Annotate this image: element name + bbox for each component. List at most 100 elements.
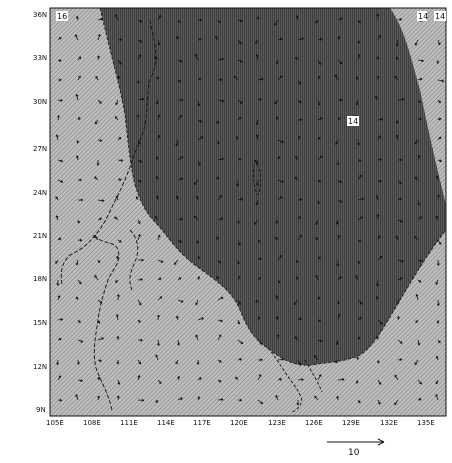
wind-vector-mark (55, 134, 59, 141)
wind-vector-mark (376, 279, 380, 287)
wind-vector-mark (57, 98, 63, 102)
wind-vector-mark (115, 279, 119, 283)
lat-tick-label: 27N (33, 145, 47, 153)
wind-vector-mark (357, 19, 362, 24)
wind-vector-mark (136, 114, 140, 121)
wind-vector-mark (256, 16, 260, 21)
wind-vector-mark (337, 276, 342, 281)
wind-vector-mark (295, 155, 299, 161)
wind-vector-mark (237, 197, 244, 201)
wind-vector-mark (97, 217, 103, 221)
wind-vector-mark (435, 279, 439, 285)
wind-vector-mark (137, 159, 143, 163)
wind-vector-mark (357, 216, 364, 221)
wind-vector-mark (277, 75, 283, 81)
wind-vector-mark (257, 277, 261, 281)
wind-vector-mark (97, 376, 101, 381)
wind-vector-mark (57, 159, 64, 163)
contour-labels: 16 14 14 14 (56, 11, 446, 126)
lon-tick-label: 108E (83, 419, 101, 427)
wind-vector-mark (77, 198, 84, 202)
wind-vector-mark (217, 99, 225, 103)
wind-vector-mark (97, 319, 101, 324)
wind-vector-mark (357, 53, 361, 61)
wind-vector-mark (76, 139, 80, 144)
wind-vector-mark (397, 277, 403, 281)
wind-vector-mark (236, 259, 240, 265)
wind-vector-mark (376, 213, 380, 221)
lon-tick-label: 129E (342, 419, 360, 427)
wind-vector-mark (397, 339, 403, 344)
wind-vector-mark (436, 59, 440, 65)
wind-vector-mark (437, 39, 441, 46)
wind-vector-mark (275, 116, 279, 121)
wind-vector-mark (255, 159, 259, 165)
wind-vector-mark (275, 294, 279, 301)
wind-vector-mark (197, 99, 201, 107)
wind-vector-mark (377, 158, 383, 162)
wind-vector-mark (237, 158, 242, 161)
wind-vector-mark (275, 394, 279, 401)
wind-vector-mark (414, 176, 419, 181)
wind-vector-mark (175, 315, 179, 321)
wind-vector-mark (395, 235, 399, 241)
wind-vector-mark (377, 319, 383, 325)
wind-vector-mark (237, 398, 243, 402)
wind-vector-mark (77, 279, 82, 285)
wind-vector-mark (277, 378, 283, 381)
wind-vector-mark (297, 135, 301, 141)
wind-vector-mark (216, 119, 220, 125)
wind-vector-mark (157, 39, 161, 46)
wind-vector-mark (155, 399, 159, 403)
wind-vector-mark (94, 176, 99, 181)
wind-vector-mark (395, 39, 399, 47)
wind-vector-mark (237, 39, 242, 45)
lat-tick-label: 9N (36, 406, 46, 414)
wind-vector-mark (437, 159, 443, 163)
wind-vector-mark (195, 334, 199, 341)
wind-vector-mark (137, 179, 142, 183)
wind-vector-mark (317, 199, 320, 205)
wind-vector-mark (217, 157, 225, 161)
wind-vector-mark (337, 378, 345, 382)
wind-vector-mark (257, 77, 264, 81)
wind-vector-mark (357, 299, 363, 305)
wind-vector-mark (117, 59, 122, 65)
wind-vector-mark (177, 79, 182, 83)
lon-tick-label: 111E (120, 419, 138, 427)
wind-vector-mark (437, 136, 442, 141)
wind-vector-mark (56, 279, 60, 286)
wind-vector-mark (315, 274, 319, 281)
wind-vector-mark (315, 19, 319, 24)
wind-vector-mark (397, 18, 403, 21)
wind-vector-mark (417, 155, 421, 161)
wind-vector-mark (157, 296, 163, 301)
wind-vector-mark (117, 239, 122, 243)
wind-vector-mark (317, 179, 322, 183)
lon-tick-label: 120E (230, 419, 248, 427)
wind-vector-mark (355, 76, 359, 81)
wind-vector-mark (57, 295, 61, 301)
wind-vector-mark (237, 275, 241, 281)
wind-vector-mark (154, 215, 159, 221)
wind-vector-mark (277, 196, 283, 201)
wind-vector-mark (157, 14, 162, 21)
wind-vector-mark (397, 179, 402, 185)
wind-vector-mark (257, 316, 261, 321)
wind-vector-mark (157, 379, 162, 385)
wind-vector-mark (417, 59, 425, 63)
wind-vector-mark (197, 38, 202, 41)
wind-vector-mark (293, 299, 299, 306)
contour-label: 14 (435, 12, 445, 21)
wind-vector-mark (295, 276, 299, 281)
wind-vector-mark (116, 359, 120, 365)
wind-vector-mark (435, 393, 439, 401)
wind-vector-mark (394, 75, 399, 81)
wind-vector-mark (137, 19, 143, 23)
wind-vectors (55, 13, 445, 406)
wind-vector-mark (396, 299, 400, 305)
wind-vector-mark (315, 219, 319, 226)
wind-vector-mark (157, 234, 161, 241)
wind-vector-mark (97, 17, 104, 21)
wind-vector-mark (117, 178, 122, 182)
